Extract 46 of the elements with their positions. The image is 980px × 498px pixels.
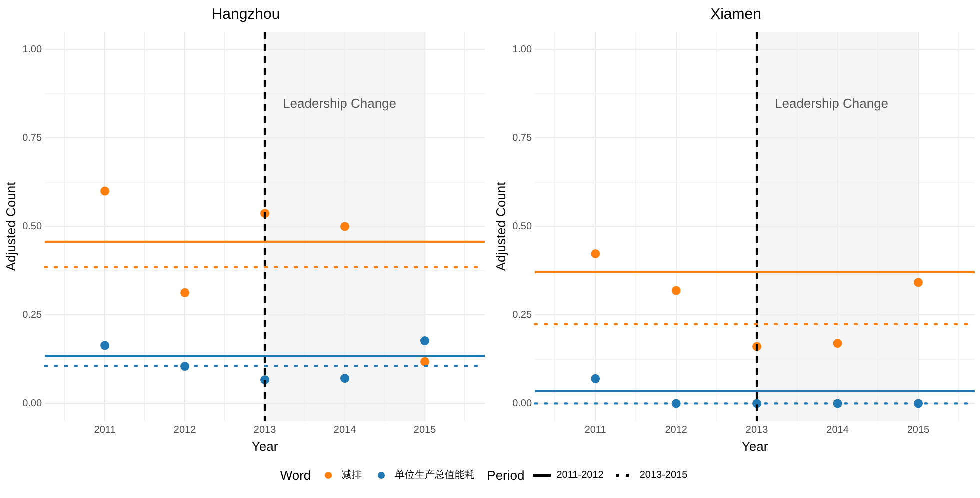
point xyxy=(914,278,923,288)
text: 2011-2012 xyxy=(556,470,604,480)
y-tick-label: 0.25 xyxy=(22,310,42,321)
x-axis-title: Year xyxy=(252,438,279,454)
y-axis-title: Adjusted Count xyxy=(3,182,18,272)
y-tick-label: 0.75 xyxy=(22,132,42,144)
point xyxy=(672,286,681,296)
y-tick-label: 0.50 xyxy=(512,221,532,232)
point xyxy=(591,374,600,384)
x-tick-label: 2015 xyxy=(907,425,930,436)
x-tick-label: 2014 xyxy=(826,425,850,436)
y-tick-label: 0.00 xyxy=(22,398,42,410)
y-tick-label: 1.00 xyxy=(512,44,532,56)
legend-label: 减排 xyxy=(342,468,362,482)
point xyxy=(100,341,110,350)
point xyxy=(833,339,842,348)
point xyxy=(591,249,600,258)
band-label: Leadership Change xyxy=(775,96,889,112)
y-tick-label: 1.00 xyxy=(22,44,42,56)
y-tick-label: 0.25 xyxy=(512,310,532,321)
point xyxy=(100,186,110,196)
chart-title: Hangzhou xyxy=(212,6,280,24)
text: Period xyxy=(487,468,525,482)
text: 2013-2015 xyxy=(640,470,688,480)
point xyxy=(420,336,430,346)
legend-label: 单位生产总值能耗 xyxy=(395,468,476,482)
point xyxy=(340,222,350,232)
x-tick-label: 2015 xyxy=(414,425,437,436)
y-tick-label: 0.00 xyxy=(512,398,532,410)
x-tick-label: 2011 xyxy=(584,425,607,436)
chart-title: Xiamen xyxy=(710,6,762,24)
x-tick-label: 2013 xyxy=(254,425,277,436)
x-tick-label: 2013 xyxy=(746,425,769,436)
legend-title: Word xyxy=(280,468,312,482)
y-axis-title: Adjusted Count xyxy=(493,182,508,272)
x-tick-label: 2014 xyxy=(334,425,357,436)
x-tick-label: 2012 xyxy=(174,425,197,436)
band-label: Leadership Change xyxy=(283,96,397,112)
point xyxy=(340,374,350,384)
x-tick-label: 2012 xyxy=(665,425,688,436)
point xyxy=(180,288,190,298)
x-tick-label: 2011 xyxy=(94,425,116,436)
x-axis-title: Year xyxy=(742,438,769,454)
y-tick-label: 0.75 xyxy=(512,132,532,144)
point xyxy=(420,357,430,366)
y-tick-label: 0.50 xyxy=(22,221,42,232)
